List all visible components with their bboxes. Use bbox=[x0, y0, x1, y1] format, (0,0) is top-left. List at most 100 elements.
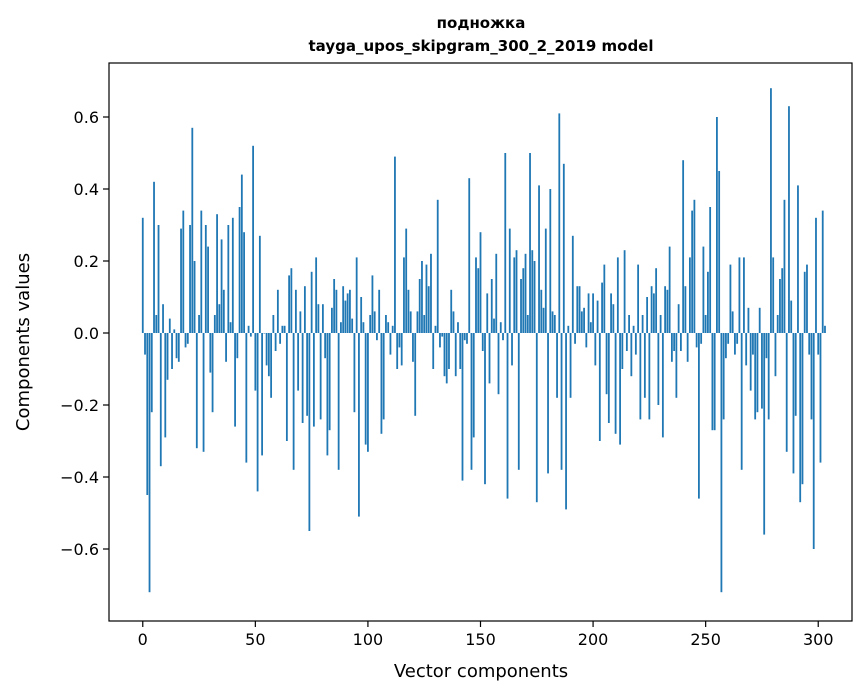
bar bbox=[558, 113, 561, 334]
bar bbox=[661, 333, 664, 438]
chart-title: подножка bbox=[437, 14, 526, 32]
bar bbox=[342, 286, 345, 333]
bar bbox=[792, 333, 795, 474]
bar bbox=[562, 163, 565, 333]
bar bbox=[443, 333, 446, 377]
bar bbox=[349, 289, 351, 333]
bar bbox=[794, 333, 797, 416]
bar bbox=[776, 315, 779, 333]
bar bbox=[693, 199, 696, 333]
bar bbox=[378, 289, 381, 333]
bar bbox=[594, 333, 597, 366]
bar bbox=[364, 333, 367, 445]
bar bbox=[272, 315, 275, 333]
bar bbox=[533, 261, 536, 333]
bar bbox=[657, 333, 660, 405]
bar bbox=[220, 239, 223, 333]
bar bbox=[716, 117, 718, 333]
bar bbox=[565, 333, 567, 510]
bar bbox=[553, 315, 556, 333]
bar bbox=[454, 333, 457, 377]
bar bbox=[459, 333, 462, 369]
bar bbox=[258, 235, 261, 333]
bar bbox=[380, 333, 383, 434]
bar bbox=[389, 333, 392, 355]
bar bbox=[502, 333, 504, 341]
bar bbox=[301, 333, 304, 423]
y-tick-label: 0.0 bbox=[74, 324, 99, 343]
bar bbox=[360, 297, 363, 333]
bar bbox=[639, 333, 642, 420]
bar bbox=[655, 268, 658, 333]
bar bbox=[164, 333, 167, 438]
y-tick-label: 0.6 bbox=[74, 108, 99, 127]
bar bbox=[803, 271, 806, 333]
bar bbox=[614, 333, 617, 434]
bar bbox=[652, 293, 655, 333]
bar bbox=[481, 333, 484, 351]
bar bbox=[432, 333, 435, 369]
bar bbox=[292, 333, 295, 470]
bar bbox=[457, 322, 459, 333]
bar bbox=[650, 286, 653, 333]
bar bbox=[394, 156, 396, 333]
bar bbox=[621, 333, 624, 369]
x-tick-label: 50 bbox=[245, 630, 265, 649]
bar bbox=[619, 333, 621, 445]
bar bbox=[265, 333, 268, 366]
bar bbox=[569, 333, 572, 398]
bar bbox=[513, 257, 516, 333]
bar bbox=[646, 297, 649, 333]
bar bbox=[398, 333, 401, 348]
bar-series bbox=[141, 88, 826, 593]
bar bbox=[747, 307, 750, 333]
bar bbox=[216, 214, 218, 333]
bar bbox=[249, 333, 252, 337]
bar bbox=[198, 315, 200, 333]
bar bbox=[517, 333, 520, 470]
bar bbox=[587, 293, 590, 333]
bar bbox=[727, 333, 730, 344]
bar bbox=[729, 264, 732, 333]
bar bbox=[252, 145, 254, 333]
bar bbox=[274, 333, 277, 351]
bar bbox=[452, 311, 455, 333]
bar bbox=[677, 304, 680, 333]
bar bbox=[331, 307, 333, 333]
bar bbox=[670, 333, 673, 362]
bar bbox=[263, 333, 266, 334]
bar bbox=[720, 333, 723, 593]
bar bbox=[592, 293, 594, 333]
bar bbox=[294, 289, 297, 333]
bar bbox=[283, 325, 286, 333]
bar bbox=[362, 322, 365, 333]
bar bbox=[526, 315, 529, 333]
bar bbox=[238, 207, 241, 333]
bar bbox=[382, 333, 385, 420]
bar bbox=[686, 333, 689, 362]
bar bbox=[812, 333, 815, 549]
bar bbox=[578, 286, 581, 333]
bar bbox=[589, 322, 592, 333]
bar bbox=[529, 153, 531, 333]
bar bbox=[288, 275, 291, 333]
x-tick-label: 300 bbox=[803, 630, 834, 649]
bar bbox=[144, 333, 146, 355]
bar bbox=[797, 185, 799, 333]
bar bbox=[790, 300, 793, 333]
bar bbox=[477, 268, 480, 333]
bar bbox=[524, 253, 527, 333]
bar bbox=[783, 199, 786, 333]
bar bbox=[200, 210, 203, 333]
bar bbox=[551, 311, 554, 333]
bar bbox=[353, 333, 356, 413]
bar bbox=[186, 333, 189, 344]
bar bbox=[544, 228, 547, 333]
bar bbox=[556, 333, 558, 398]
bar bbox=[648, 333, 651, 420]
bar bbox=[439, 333, 441, 348]
bar bbox=[490, 279, 493, 333]
bar bbox=[240, 174, 243, 333]
bar bbox=[707, 271, 709, 333]
bar bbox=[247, 325, 250, 333]
